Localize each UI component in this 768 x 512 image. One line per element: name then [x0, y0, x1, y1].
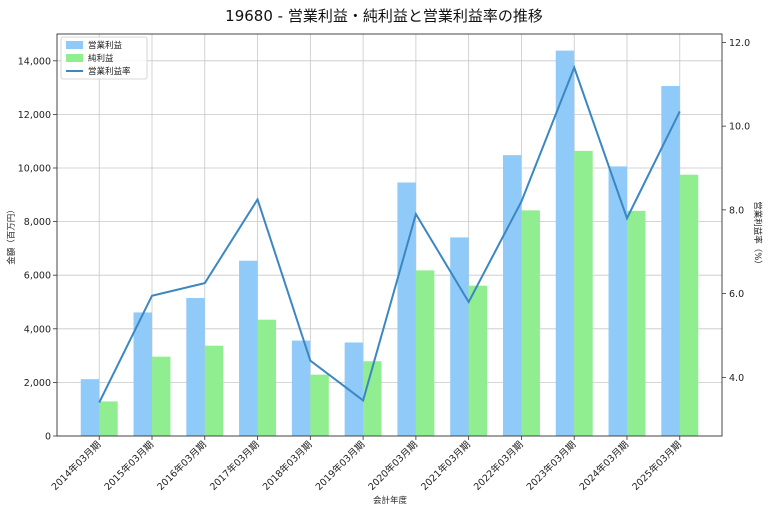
bars [80, 50, 699, 437]
bar-net-profit [679, 174, 699, 436]
bar-operating-profit [450, 237, 469, 436]
legend-label: 純利益 [88, 53, 114, 64]
bar-net-profit [627, 210, 646, 436]
bar-net-profit [468, 285, 488, 436]
y-tick-label: 14,000 [18, 56, 51, 67]
bar-operating-profit [133, 312, 152, 436]
y2-tick-label: 8.0 [729, 205, 744, 216]
y-tick-label: 8,000 [24, 217, 51, 228]
x-tick-label: 2018年03月期 [260, 439, 314, 493]
x-tick-label: 2025年03月期 [630, 439, 684, 493]
bar-operating-profit [186, 297, 205, 436]
y2-tick-label: 12.0 [729, 38, 750, 49]
bar-operating-profit [80, 379, 100, 436]
y2-ticks: 4.0 6.0 8.0 10.0 12.0 [722, 38, 750, 384]
x-tick-label: 2022年03月期 [471, 439, 525, 493]
bar-operating-profit [344, 342, 364, 436]
y2-axis-label: 営業利益率（%） [752, 201, 763, 269]
y2-tick-label: 10.0 [729, 122, 750, 133]
y-tick-label: 4,000 [24, 324, 51, 335]
x-tick-label: 2023年03月期 [524, 439, 578, 493]
bar-operating-profit [502, 155, 522, 437]
axes [56, 33, 723, 437]
y-tick-label: 2,000 [24, 378, 51, 389]
legend-label: 営業利益率 [88, 66, 131, 77]
x-tick-label: 2019年03月期 [313, 439, 367, 493]
margin-line [98, 64, 681, 403]
y-tick-label: 10,000 [18, 164, 51, 175]
operating-margin-line [98, 64, 681, 403]
bar-net-profit [310, 374, 329, 436]
bar-net-profit [574, 150, 593, 436]
y-tick-label: 0 [45, 432, 51, 443]
bar-operating-profit [661, 85, 680, 436]
y2-tick-label: 4.0 [729, 373, 744, 384]
y-tick-label: 12,000 [18, 110, 51, 121]
x-tick-label: 2021年03月期 [419, 439, 473, 493]
bar-net-profit [257, 319, 277, 436]
bar-operating-profit [239, 260, 258, 436]
y-ticks: 0 2,000 4,000 6,000 8,000 10,000 12,000 14,000 [18, 56, 57, 443]
bar-net-profit [204, 345, 224, 436]
plot-frame [56, 33, 723, 437]
x-ticks: 2014年03月期 2015年03月期 2016年03月期 2017年03月期 2018… [49, 436, 684, 493]
legend-swatch [66, 41, 83, 49]
bar-operating-profit [608, 166, 627, 436]
legend-swatch [66, 54, 83, 62]
x-tick-label: 2016年03月期 [155, 439, 209, 493]
y-axis-label: 金額（百万円） [6, 205, 17, 265]
x-tick-label: 2020年03月期 [366, 439, 420, 493]
chart-title: 19680 - 営業利益・純利益と営業利益率の推移 [225, 7, 543, 25]
x-axis-label: 会計年度 [373, 495, 408, 506]
bar-net-profit [99, 401, 118, 436]
bar-operating-profit [397, 182, 416, 436]
bar-net-profit [152, 356, 171, 436]
x-tick-label: 2015年03月期 [102, 439, 156, 493]
bar-operating-profit [555, 50, 575, 437]
legend-label: 営業利益 [88, 40, 123, 51]
bar-net-profit [521, 210, 540, 436]
x-tick-label: 2024年03月期 [577, 439, 631, 493]
x-tick-label: 2017年03月期 [207, 439, 261, 493]
bar-net-profit [363, 361, 382, 436]
bar-operating-profit [291, 340, 311, 436]
x-tick-label: 2014年03月期 [49, 439, 103, 493]
bar-net-profit [415, 270, 435, 436]
y2-tick-label: 6.0 [729, 289, 744, 300]
y-tick-label: 6,000 [24, 271, 51, 282]
